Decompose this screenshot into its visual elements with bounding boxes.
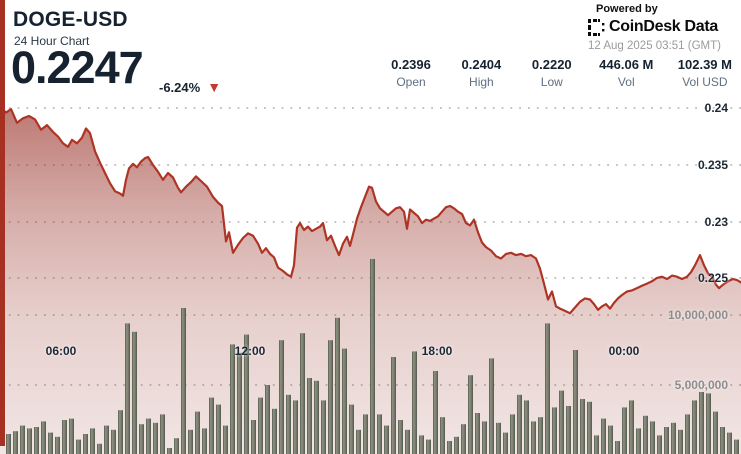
stat-vol-usd-label: Vol USD — [682, 75, 728, 89]
price-change: -6.24% ▼ — [159, 79, 221, 95]
symbol-title: DOGE-USD — [13, 8, 128, 31]
current-price: 0.2247 — [11, 42, 144, 93]
price-axis-tick-023: 0.23 — [704, 215, 728, 229]
stat-low-label: Low — [540, 75, 563, 89]
coindesk-brand-text: CoinDesk Data — [609, 18, 719, 35]
price-axis-tick-0225: 0.225 — [697, 271, 728, 285]
x-axis-tick-0000: 00:00 — [608, 344, 640, 358]
price-axis-tick-024: 0.24 — [704, 101, 728, 115]
stat-vol-usd: 102.39 M Vol USD — [678, 57, 732, 89]
timestamp: 12 Aug 2025 03:51 (GMT) — [588, 40, 721, 52]
stat-open-label: Open — [396, 75, 426, 89]
volume-axis-tick-10m: 10,000,000 — [667, 308, 728, 322]
down-triangle-icon: ▼ — [207, 79, 222, 95]
volume-axis-tick-5m: 5,000,000 — [674, 378, 728, 392]
stat-high-value: 0.2404 — [461, 57, 502, 72]
price-axis-tick-0235: 0.235 — [697, 158, 728, 172]
stat-vol-label: Vol — [617, 75, 635, 89]
stat-low: 0.2220 Low — [529, 57, 575, 89]
stat-open: 0.2396 Open — [388, 57, 434, 89]
price-line — [0, 105, 741, 315]
volume-bars — [6, 259, 739, 454]
stat-high-label: High — [469, 75, 494, 89]
stat-low-value: 0.2220 — [531, 57, 572, 72]
stat-vol-usd-value: 102.39 M — [677, 57, 732, 72]
stats-row: 0.2396 Open 0.2404 High 0.2220 Low 446.0… — [388, 57, 732, 89]
x-axis-tick-1800: 18:00 — [421, 344, 453, 358]
stat-high: 0.2404 High — [458, 57, 504, 89]
price-change-value: -6.24% — [159, 80, 201, 95]
left-accent-bar — [0, 0, 5, 446]
chart-subtitle: 24 Hour Chart — [14, 34, 90, 48]
powered-by-block: Powered by CoinDesk Data 12 Aug 2025 03:… — [588, 3, 738, 52]
coindesk-logo-icon — [588, 18, 605, 36]
coindesk-logo[interactable]: CoinDesk Data — [588, 18, 738, 36]
x-axis-tick-0600: 06:00 — [45, 344, 77, 358]
powered-by-label: Powered by — [596, 3, 658, 15]
stat-open-value: 0.2396 — [391, 57, 431, 72]
stat-vol-value: 446.06 M — [599, 57, 654, 72]
stat-vol: 446.06 M Vol — [599, 57, 653, 89]
x-axis-tick-1200: 12:00 — [234, 344, 266, 358]
